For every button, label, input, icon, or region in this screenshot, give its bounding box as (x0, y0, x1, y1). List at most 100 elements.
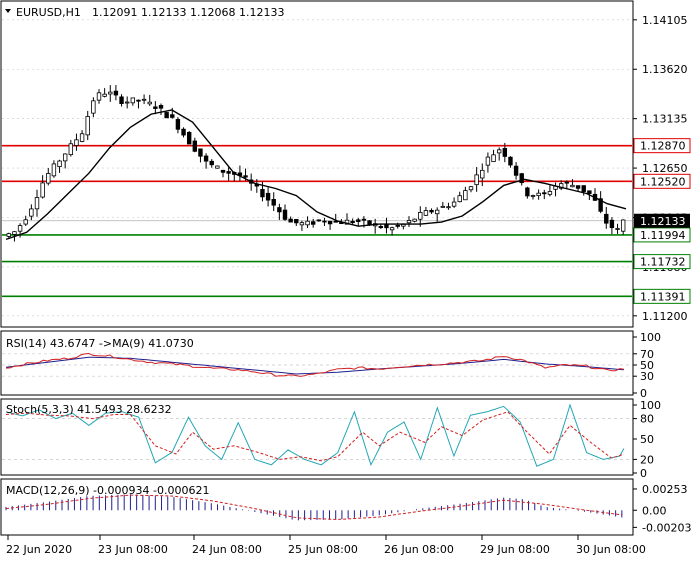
candle-body (113, 90, 119, 96)
time-tick-label: 30 Jun 08:00 (576, 543, 646, 556)
time-tick-label: 22 Jun 2020 (6, 543, 72, 556)
candle-body (170, 114, 175, 118)
candle-body (350, 220, 355, 223)
candle-body (434, 209, 440, 215)
candle-body (547, 191, 553, 195)
resistance-level-label: 1.12520 (640, 175, 686, 188)
macd-tick-label: 0.00 (642, 504, 667, 517)
stoch-d-line (5, 411, 625, 462)
candle-body (79, 133, 85, 142)
candle-body (604, 213, 609, 224)
candle-body (378, 225, 384, 229)
price-axis: 1.141051.136201.131351.126501.121651.116… (633, 14, 688, 323)
candle-body (265, 192, 271, 201)
support-level-label: 1.11732 (640, 256, 686, 269)
macd-tick-label: -0.00203 (642, 521, 691, 534)
candle-body (124, 101, 130, 104)
candle-body (294, 219, 299, 224)
rsi-tick-label: 30 (640, 370, 654, 383)
price-tick-label: 1.11200 (642, 310, 688, 323)
candle-body (57, 160, 62, 168)
rsi-line (5, 352, 624, 377)
stoch-panel-frame (0, 398, 634, 476)
candle-body (62, 153, 68, 162)
candle-body (153, 106, 158, 109)
candle-body (412, 218, 417, 222)
candle-body (305, 220, 310, 226)
candle-body (209, 160, 214, 166)
candle-body (282, 209, 288, 220)
support-level-label: 1.11994 (640, 229, 686, 242)
candle-body (96, 92, 102, 101)
candle-body (542, 192, 547, 195)
macd-label: MACD(12,26,9) -0.000934 -0.000621 (6, 484, 209, 497)
candle-body (316, 219, 322, 222)
candle-body (51, 163, 57, 177)
candle-body (260, 189, 265, 198)
candle-body (389, 227, 395, 231)
candle-body (119, 96, 124, 104)
candle-body (609, 219, 615, 229)
candle-body (423, 210, 429, 216)
rsi-ma-line (5, 356, 624, 375)
candle-body (508, 156, 513, 166)
candle-body (175, 119, 181, 130)
time-tick-label: 24 Jun 08:00 (192, 543, 262, 556)
candle-body (485, 156, 491, 166)
candle-body (130, 97, 136, 104)
candle-body (406, 220, 412, 224)
current-price-label: 1.12133 (640, 215, 686, 228)
candle-body (277, 207, 282, 213)
candle-body (491, 154, 496, 162)
price-tick-label: 1.12650 (642, 162, 688, 175)
candle-body (519, 173, 524, 184)
candle-body (480, 169, 485, 179)
rsi-tick-label: 70 (640, 348, 654, 361)
resistance-level-box (633, 173, 691, 189)
candle-body (440, 205, 446, 208)
stoch-tick-label: 100 (640, 399, 661, 412)
candle-body (243, 175, 248, 178)
candle-body (395, 224, 400, 227)
candle-body (203, 155, 209, 162)
candle-body (29, 208, 34, 217)
candle-body (513, 165, 519, 176)
candle-body (68, 143, 74, 156)
candle-body (215, 165, 220, 169)
candle-body (40, 182, 45, 198)
candle-body (615, 228, 620, 230)
candle-body (136, 99, 141, 102)
price-tick-label: 1.13135 (642, 113, 688, 126)
candle-body (186, 131, 192, 145)
candle-body (46, 173, 51, 184)
stoch-k-line (5, 403, 625, 467)
macd-tick-label: 0.00253 (642, 483, 688, 496)
candle-body (468, 186, 474, 191)
candle-body (525, 187, 530, 197)
time-tick-label: 25 Jun 08:00 (288, 543, 358, 556)
macd-indicator: 0.00253 0.00 -0.00203 (5, 483, 691, 534)
candle-body (271, 199, 276, 206)
candle-body (620, 219, 626, 232)
candle-body (299, 222, 305, 226)
candle-body (322, 220, 327, 223)
candlesticks (6, 85, 626, 242)
rsi-tick-label: 0 (640, 387, 647, 400)
candle-body (361, 218, 367, 221)
candle-body (446, 206, 451, 209)
candle-body (502, 148, 508, 157)
ma-line (5, 109, 627, 241)
level-labels: 1.12870 1.12520 1.11994 1.11732 1.11391 1.121… (633, 138, 691, 304)
price-tick-label: 1.14105 (642, 14, 688, 27)
rsi-tick-label: 100 (640, 331, 661, 344)
candle-body (581, 185, 586, 192)
dropdown-arrow-icon[interactable] (5, 9, 11, 13)
support-level-label: 1.11391 (640, 290, 686, 303)
stoch-tick-label: 20 (640, 453, 654, 466)
time-tick-label: 23 Jun 08:00 (98, 543, 168, 556)
price-tick-label: 1.13620 (642, 63, 688, 76)
rsi-panel-frame (0, 330, 634, 396)
